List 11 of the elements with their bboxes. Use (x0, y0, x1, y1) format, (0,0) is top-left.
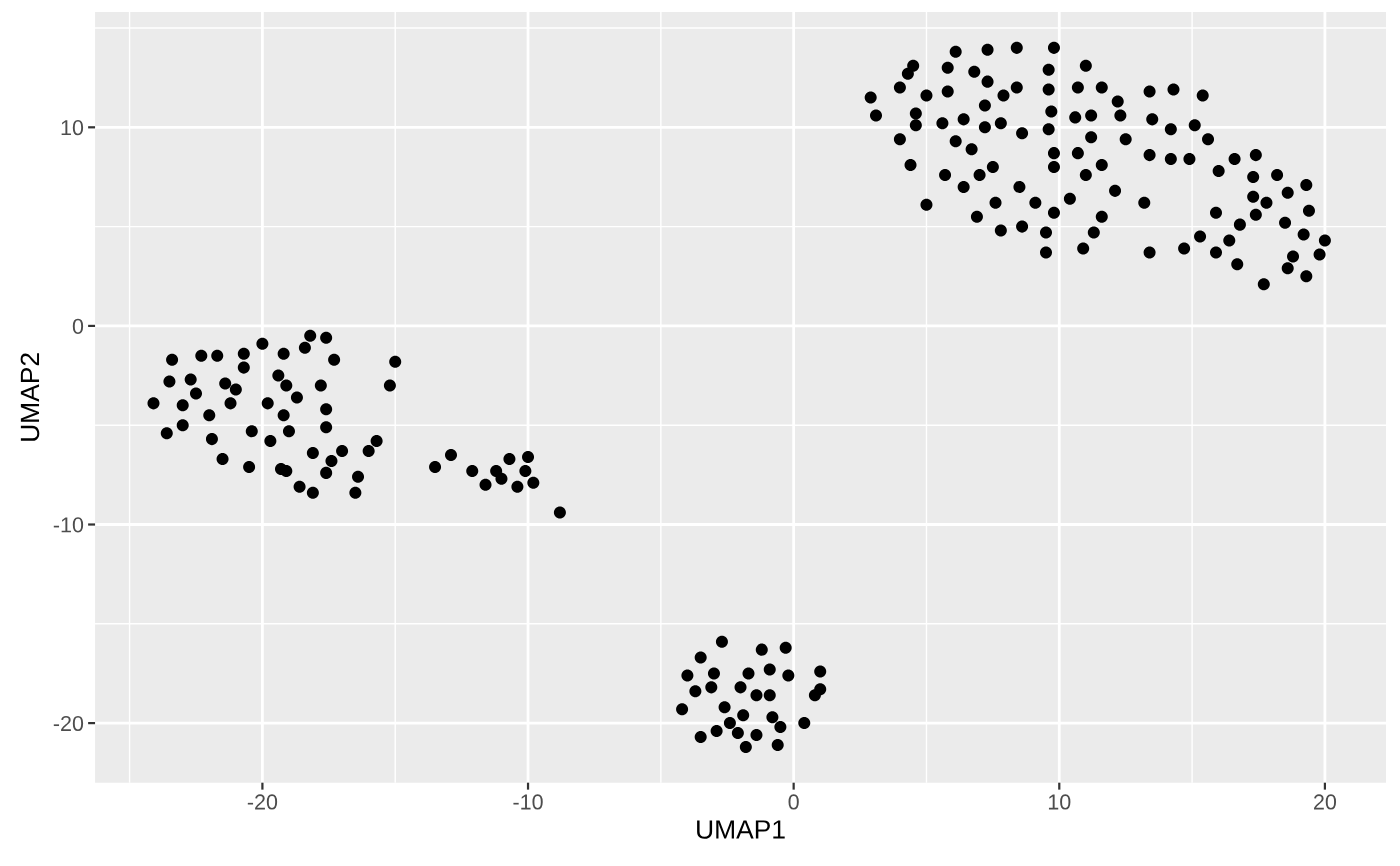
x-tick-label: 20 (1314, 794, 1337, 810)
y-tick-label: 0 (72, 318, 84, 334)
x-tick-label: -10 (513, 794, 543, 810)
x-tick-label: 10 (1048, 794, 1071, 810)
y-tick-label: 10 (61, 120, 84, 136)
x-tick-label: -20 (247, 794, 278, 810)
y-axis-title: UMAP2 (20, 353, 40, 441)
x-axis-title: UMAP1 (697, 820, 785, 839)
y-tick-label: -10 (53, 517, 84, 533)
x-tick-label: 0 (788, 794, 799, 810)
y-tick-label: -20 (53, 715, 84, 732)
